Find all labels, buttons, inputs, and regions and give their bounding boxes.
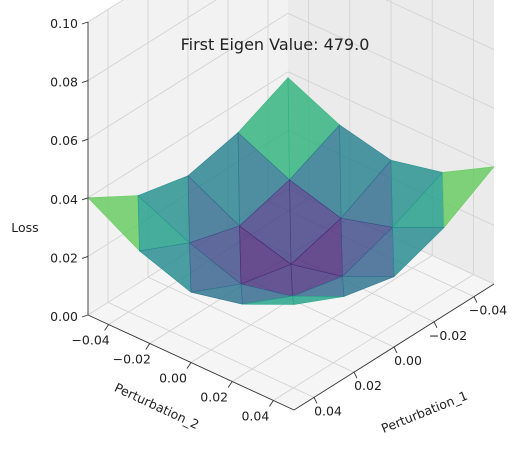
chart-title: First Eigen Value: 479.0 (181, 35, 370, 54)
x-tick-mark (433, 321, 438, 329)
back-right-gridline-z (287, 12, 495, 109)
x-tick-mark (313, 397, 318, 404)
y-tick-label: −0.04 (71, 333, 109, 348)
chart-tick-labels: −0.04−0.020.000.020.04−0.04−0.020.000.02… (50, 16, 507, 424)
back-left-gridline-z (87, 0, 124, 23)
y-tick-mark (227, 381, 233, 388)
chart-axes (81, 21, 495, 411)
x-tick-label: 0.02 (354, 378, 382, 393)
y-tick-label: 0.00 (159, 371, 187, 386)
surface-facet (392, 226, 445, 278)
back-left-gridline-z (87, 71, 289, 199)
back-left-gridline-z (87, 12, 289, 140)
surface-facet (442, 166, 495, 229)
x-tick-label: −0.04 (469, 303, 507, 318)
y-tick-label: 0.02 (200, 390, 228, 405)
x-tick-mark (353, 371, 358, 379)
x-tick-mark (393, 346, 398, 354)
z-tick-label: 0.02 (50, 250, 78, 265)
loss-surface (87, 76, 495, 305)
z-tick-mark (81, 314, 89, 318)
z-tick-label: 0.10 (50, 16, 78, 31)
z-tick-mark (81, 255, 89, 259)
y-tick-mark (145, 343, 151, 350)
y-tick-mark (104, 324, 109, 331)
z-tick-mark (81, 21, 89, 25)
x-tick-label: 0.04 (314, 403, 342, 418)
z-tick-label: 0.00 (50, 309, 78, 324)
z-tick-mark (81, 138, 89, 142)
z-tick-label: 0.06 (50, 133, 78, 148)
back-right-gridline-z (287, 71, 495, 168)
surface-facet (292, 295, 345, 305)
z-tick-mark (81, 80, 89, 84)
y-tick-label: 0.04 (241, 409, 269, 424)
x-tick-label: 0.00 (394, 353, 422, 368)
x-axis-label: Perturbation_1 (379, 388, 470, 436)
z-tick-label: 0.04 (50, 192, 78, 207)
z-axis-label: Loss (11, 220, 38, 235)
back-right-gridline-z (385, 0, 495, 50)
y-tick-mark (186, 362, 192, 369)
floor-gridline-y (231, 255, 433, 382)
x-tick-label: −0.02 (429, 328, 467, 343)
z-tick-label: 0.08 (50, 75, 78, 90)
y-tick-label: −0.02 (113, 352, 151, 367)
back-left-gridline-z (87, 0, 217, 81)
surface-facet (342, 276, 395, 297)
floor-gridline-y (273, 274, 474, 401)
y-axis-label: Perturbation_2 (112, 380, 201, 432)
x-tick-mark (473, 296, 478, 303)
y-tick-mark (269, 400, 274, 407)
z-tick-mark (81, 197, 89, 201)
